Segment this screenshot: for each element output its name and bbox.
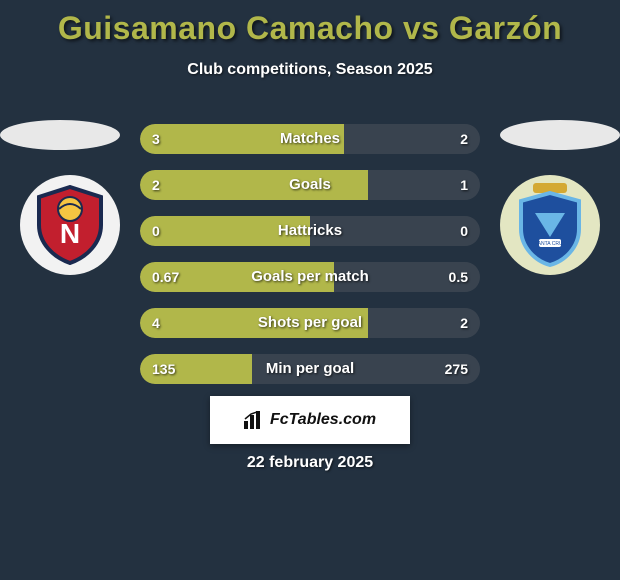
- shield-icon: N: [35, 185, 105, 265]
- svg-text:SANTA CRUZ: SANTA CRUZ: [534, 241, 565, 247]
- stat-value-right: 2: [460, 308, 468, 338]
- stats-panel: Matches32Goals21Hattricks00Goals per mat…: [140, 124, 480, 400]
- stat-row: Goals per match0.67 0.5: [140, 262, 480, 292]
- stat-row: Goals2 1: [140, 170, 480, 200]
- date-label: 22 february 2025: [0, 454, 620, 472]
- brand-label: FcTables.com: [270, 411, 376, 429]
- page-subtitle: Club competitions, Season 2025: [0, 61, 620, 79]
- stat-row: Matches3 2: [140, 124, 480, 154]
- stat-row: Min per goal135 275: [140, 354, 480, 384]
- stat-value-left: 3: [152, 124, 160, 154]
- stat-value-left: 0.67: [152, 262, 179, 292]
- shield-icon: SANTA CRUZ: [515, 183, 585, 267]
- stat-value-right: 0.5: [449, 262, 468, 292]
- stat-label: Shots per goal: [140, 308, 480, 338]
- svg-text:N: N: [60, 218, 80, 249]
- player-photo-placeholder-left: [0, 120, 120, 150]
- club-badge-left: N: [20, 175, 120, 275]
- player-photo-placeholder-right: [500, 120, 620, 150]
- stat-value-left: 4: [152, 308, 160, 338]
- stat-row: Shots per goal4 2: [140, 308, 480, 338]
- stat-value-right: 275: [445, 354, 468, 384]
- stat-label: Hattricks: [140, 216, 480, 246]
- stat-label: Min per goal: [140, 354, 480, 384]
- stat-label: Goals: [140, 170, 480, 200]
- stat-label: Goals per match: [140, 262, 480, 292]
- brand-badge: FcTables.com: [210, 396, 410, 444]
- stat-value-right: 1: [460, 170, 468, 200]
- stat-value-left: 0: [152, 216, 160, 246]
- stat-value-left: 135: [152, 354, 175, 384]
- stat-row: Hattricks0 0: [140, 216, 480, 246]
- stat-value-right: 0: [460, 216, 468, 246]
- stat-value-left: 2: [152, 170, 160, 200]
- club-badge-right: SANTA CRUZ: [500, 175, 600, 275]
- page-title: Guisamano Camacho vs Garzón: [0, 0, 620, 47]
- bar-chart-icon: [244, 411, 264, 429]
- stat-label: Matches: [140, 124, 480, 154]
- stat-value-right: 2: [460, 124, 468, 154]
